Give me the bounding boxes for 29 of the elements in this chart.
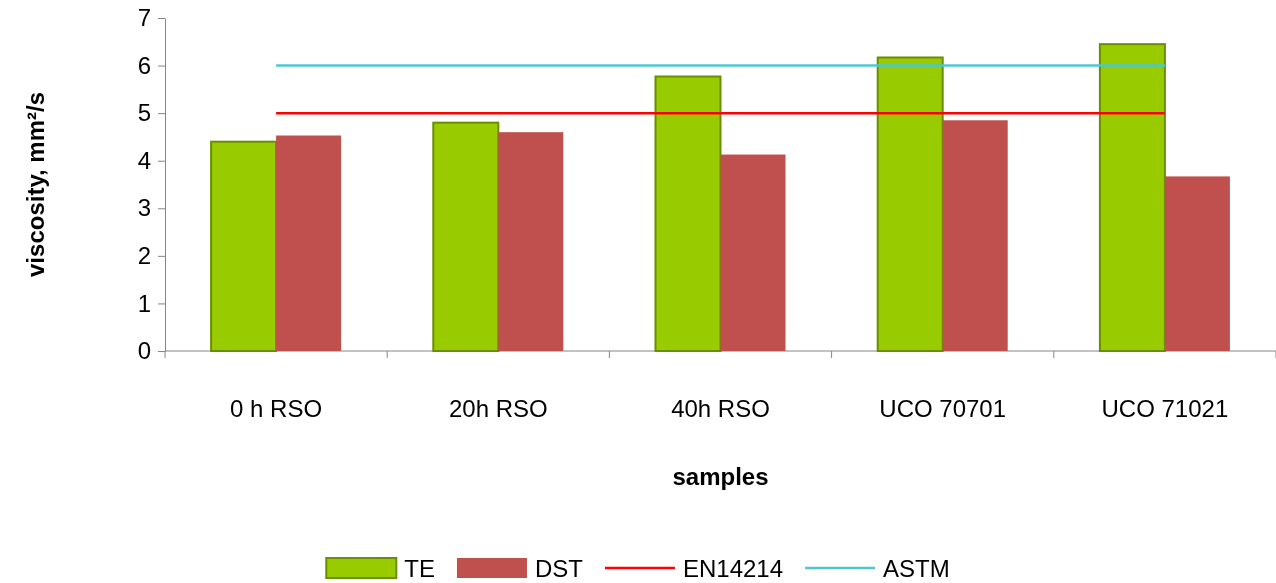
x-tick-label: 20h RSO [448, 395, 548, 422]
legend-label: DST [534, 555, 584, 582]
legend-label: TE [404, 555, 435, 582]
bar [1164, 176, 1230, 351]
bar [498, 132, 564, 351]
bar [210, 140, 278, 352]
y-tick-label: 7 [137, 4, 151, 32]
bar [942, 120, 1008, 351]
x-tick-label: UCO 70701 [879, 395, 1007, 422]
y-tick-label: 3 [137, 194, 151, 222]
y-axis-title: viscosity, mm²/s [22, 92, 49, 277]
legend-label: ASTM [883, 555, 950, 582]
bar [720, 154, 786, 351]
bar [654, 75, 722, 352]
y-tick-label: 6 [137, 51, 151, 79]
bar [276, 135, 342, 351]
bar [876, 56, 944, 352]
x-axis-title: samples [672, 463, 769, 490]
x-tick-label: 40h RSO [671, 395, 770, 422]
legend-label: EN14214 [682, 555, 784, 582]
y-tick-label: 2 [137, 242, 151, 270]
y-tick-label: 5 [137, 99, 151, 127]
bar [432, 121, 500, 352]
y-tick-label: 1 [137, 289, 151, 317]
y-tick-label: 0 [137, 337, 151, 365]
x-tick-label: 0 h RSO [230, 395, 323, 422]
bar [1098, 43, 1166, 352]
x-tick-label: UCO 71021 [1101, 395, 1229, 422]
y-tick-label: 4 [137, 146, 151, 174]
